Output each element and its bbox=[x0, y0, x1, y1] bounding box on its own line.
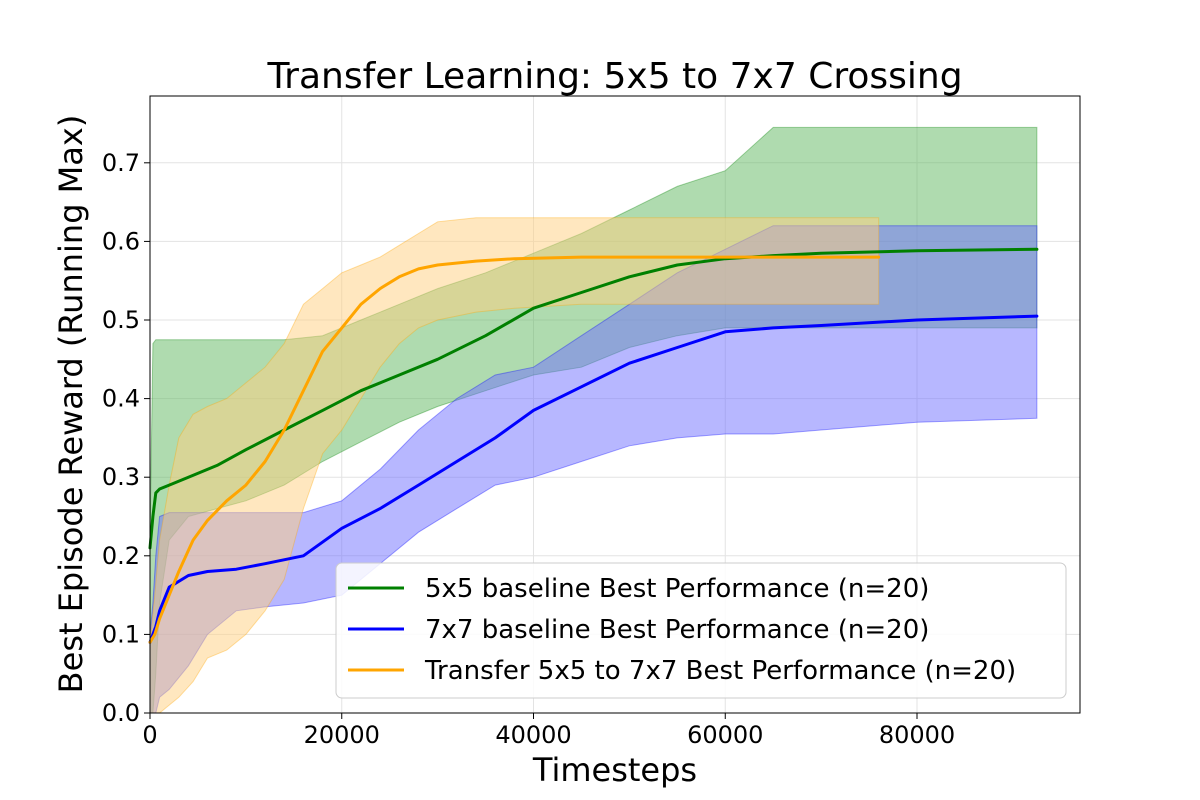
x-axis-label: Timesteps bbox=[532, 751, 697, 789]
7x7-baseline-legend-label: 7x7 baseline Best Performance (n=20) bbox=[425, 615, 929, 645]
x-tick-label: 80000 bbox=[879, 721, 955, 749]
legend-box bbox=[335, 562, 1067, 699]
7x7-baseline-line bbox=[148, 314, 1039, 644]
x-tick-label: 40000 bbox=[495, 721, 571, 749]
y-tick-label: 0.2 bbox=[102, 542, 140, 570]
y-tick-label: 0.5 bbox=[102, 306, 140, 334]
y-tick-label: 0.7 bbox=[102, 149, 140, 177]
transfer-line bbox=[148, 255, 881, 644]
series-lines bbox=[148, 247, 1039, 644]
x-tick-label: 20000 bbox=[304, 721, 380, 749]
plot-frame bbox=[149, 95, 1081, 714]
y-tick-label: 0.0 bbox=[102, 699, 140, 727]
chart-title: Transfer Learning: 5x5 to 7x7 Crossing bbox=[266, 56, 962, 97]
ticks: 0 20000 40000 60000 80000 0.0 0.1 0.2 0.3 0.4 0.5 0… bbox=[102, 149, 955, 749]
5x5-baseline-legend-label: 5x5 baseline Best Performance (n=20) bbox=[425, 574, 929, 604]
y-tick-label: 0.4 bbox=[102, 385, 140, 413]
y-tick-label: 0.1 bbox=[102, 620, 140, 648]
y-axis-label: Best Episode Reward (Running Max) bbox=[52, 115, 90, 694]
x-tick-label: 60000 bbox=[687, 721, 763, 749]
y-tick-label: 0.3 bbox=[102, 463, 140, 491]
transfer-legend-label: Transfer 5x5 to 7x7 Best Performance (n=… bbox=[424, 656, 1016, 686]
x-tick-label: 0 bbox=[142, 721, 157, 749]
legend: 5x5 baseline Best Performance (n=20) 7x7 … bbox=[335, 562, 1067, 699]
y-tick-label: 0.6 bbox=[102, 227, 140, 255]
